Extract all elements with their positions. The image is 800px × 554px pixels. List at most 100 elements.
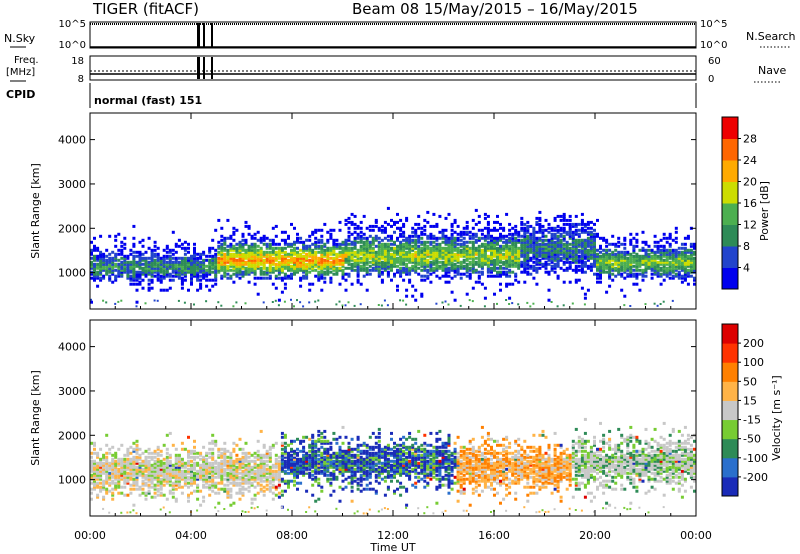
velocity-echo-cell	[202, 445, 206, 449]
velocity-echo-cell	[229, 459, 233, 463]
power-echo-cell	[165, 270, 169, 274]
velocity-echo-cell	[202, 485, 206, 489]
velocity-echo-cell	[135, 439, 139, 443]
power-echo-cell	[686, 270, 690, 274]
power-echo-cell	[423, 264, 427, 268]
power-echo-cell	[532, 266, 536, 270]
power-echo-cell	[568, 256, 572, 260]
power-echo-cell	[250, 254, 254, 258]
power-echo-cell	[502, 226, 506, 230]
velocity-echo-cell	[290, 469, 293, 473]
power-echo-cell	[480, 262, 484, 266]
power-echo-cell	[517, 252, 521, 256]
velocity-echo-cell	[156, 463, 160, 467]
power-echo-cell	[589, 246, 593, 250]
velocity-echo-cell	[162, 493, 166, 497]
power-echo-cell	[589, 262, 593, 266]
power-echo-cell	[123, 258, 127, 262]
power-echo-cell	[420, 250, 424, 254]
power-echo-cell	[250, 258, 254, 262]
power-echo-cell	[632, 282, 636, 286]
velocity-echo-cell	[202, 469, 206, 473]
power-echo-cell	[659, 266, 663, 270]
power-echo-cell	[235, 258, 239, 262]
power-echo-cell	[496, 260, 499, 264]
power-echo-cell	[486, 262, 490, 266]
velocity-echo-cell	[290, 439, 293, 443]
power-echo-cell	[377, 304, 380, 306]
power-echo-cell	[426, 250, 430, 254]
power-echo-cell	[420, 262, 424, 266]
power-echo-cell	[150, 278, 154, 282]
power-echo-cell	[305, 266, 309, 270]
velocity-echo-cell	[277, 471, 281, 475]
velocity-echo-cell	[223, 459, 227, 463]
power-echo-cell	[441, 266, 445, 270]
power-echo-cell	[187, 268, 190, 272]
power-echo-cell	[347, 242, 351, 246]
power-echo-cell	[171, 230, 175, 234]
power-echo-cell	[559, 256, 563, 260]
power-echo-cell	[302, 276, 306, 280]
power-echo-cell	[220, 244, 224, 248]
power-echo-cell	[596, 258, 599, 262]
power-echo-cell	[589, 244, 593, 248]
power-echo-cell	[287, 276, 290, 280]
power-echo-cell	[241, 270, 245, 274]
power-echo-cell	[508, 258, 512, 262]
power-echo-cell	[414, 254, 418, 258]
power-echo-cell	[408, 268, 412, 272]
power-echo-cell	[420, 240, 424, 244]
velocity-echo-cell	[280, 489, 284, 493]
power-echo-cell	[556, 234, 560, 238]
power-echo-cell	[562, 254, 566, 258]
power-echo-cell	[417, 266, 421, 270]
power-echo-cell	[426, 276, 430, 280]
power-echo-cell	[180, 260, 184, 264]
velocity-echo-cell	[117, 471, 121, 475]
velocity-echo-cell	[153, 467, 157, 471]
power-echo-cell	[287, 252, 290, 256]
velocity-echo-cell	[338, 467, 342, 471]
power-echo-cell	[396, 264, 399, 268]
velocity-echo-cell	[305, 451, 309, 455]
power-echo-cell	[589, 230, 593, 234]
power-echo-cell	[408, 240, 412, 244]
power-echo-cell	[490, 240, 493, 244]
power-echo-cell	[629, 242, 633, 246]
power-echo-cell	[693, 264, 696, 268]
power-echo-cell	[96, 284, 100, 288]
power-echo-cell	[483, 250, 487, 254]
velocity-echo-cell	[159, 463, 163, 467]
power-echo-cell	[290, 244, 293, 248]
velocity-echo-cell	[150, 479, 154, 483]
power-echo-cell	[229, 254, 233, 258]
power-echo-cell	[159, 262, 163, 266]
power-echo-cell	[596, 232, 599, 236]
velocity-echo-cell	[226, 461, 230, 465]
power-echo-cell	[556, 224, 560, 228]
velocity-echo-cell	[105, 477, 109, 481]
power-echo-cell	[568, 222, 572, 226]
power-echo-cell	[483, 254, 487, 258]
velocity-echo-cell	[159, 491, 163, 495]
power-echo-cell	[589, 234, 593, 238]
power-echo-cell	[677, 274, 681, 278]
power-echo-cell	[235, 268, 239, 272]
power-echo-cell	[450, 258, 454, 262]
power-echo-cell	[326, 270, 330, 274]
velocity-echo-cell	[180, 457, 184, 461]
power-echo-cell	[235, 262, 239, 266]
power-echo-cell	[559, 248, 563, 252]
power-echo-cell	[350, 252, 354, 256]
power-echo-cell	[653, 302, 656, 305]
velocity-echo-cell	[126, 461, 130, 465]
power-echo-cell	[499, 252, 502, 256]
power-echo-cell	[629, 238, 633, 242]
velocity-echo-cell	[105, 491, 109, 495]
power-echo-cell	[629, 272, 633, 276]
power-echo-cell	[238, 276, 242, 280]
power-echo-cell	[571, 224, 575, 228]
velocity-echo-cell	[265, 459, 269, 463]
power-echo-cell	[471, 266, 475, 270]
